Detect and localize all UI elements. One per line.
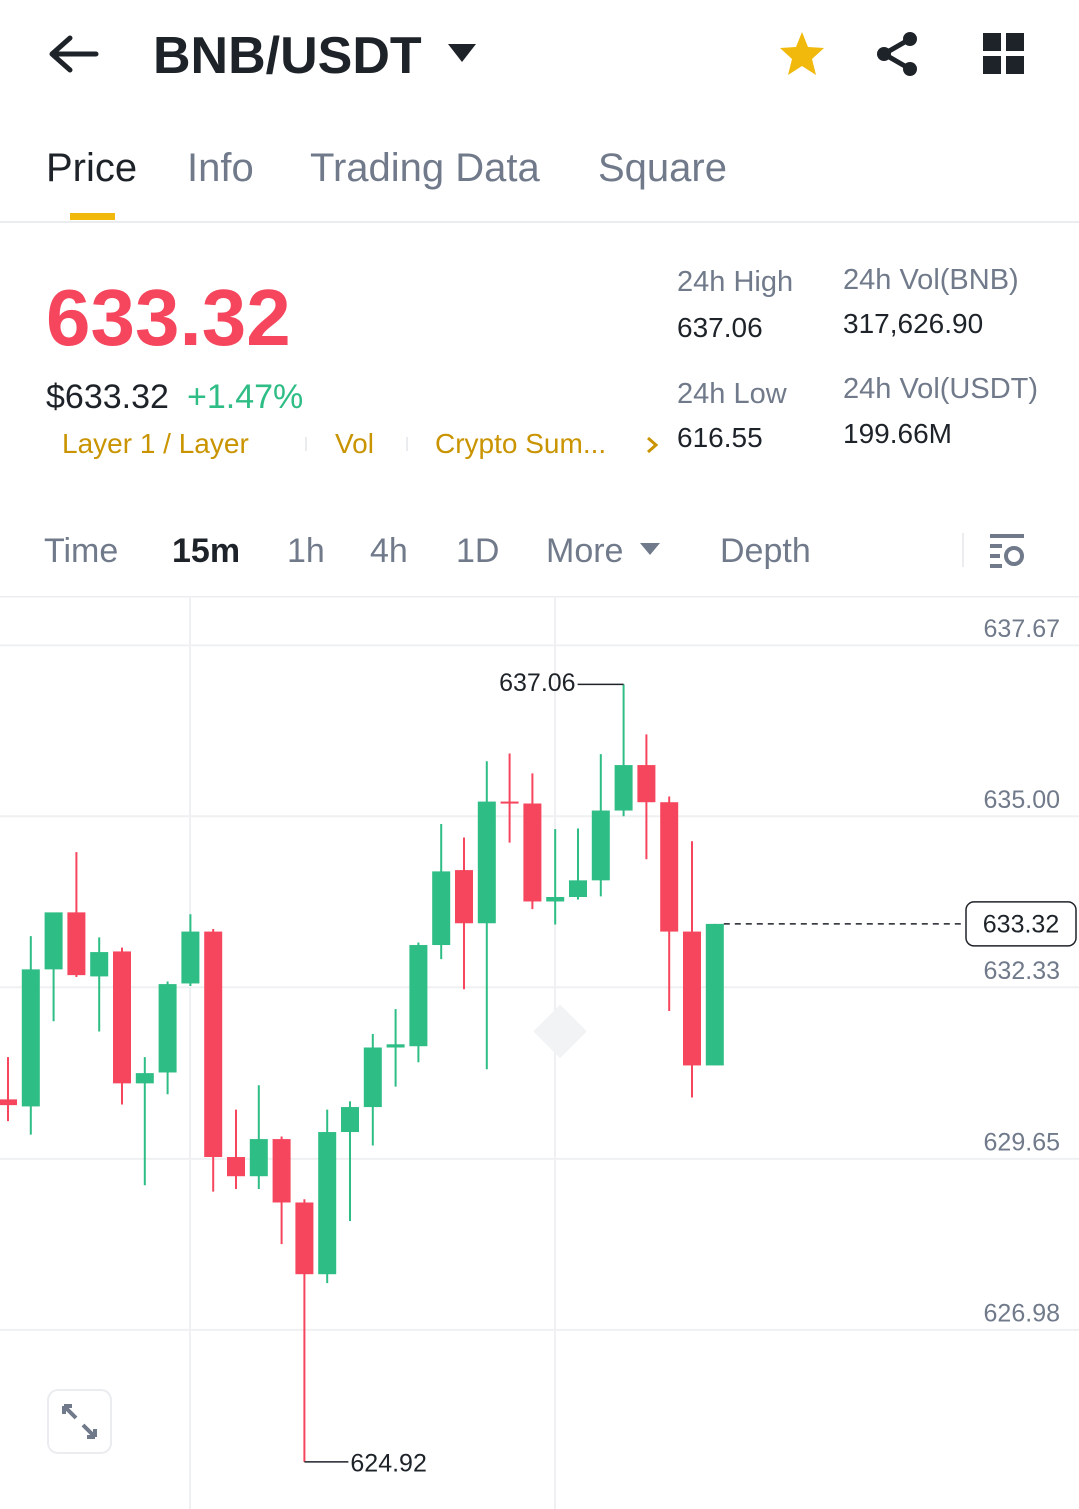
candle-body	[227, 1157, 245, 1177]
interval[interactable]: Depth	[720, 532, 811, 570]
back-icon[interactable]	[48, 34, 100, 74]
candle-body	[637, 765, 656, 803]
tab-indicator	[70, 213, 115, 220]
candlestick-chart: ◆ 637.67 635.00 632.33 629.65 626.98 637.06 62…	[0, 596, 1079, 1509]
candle-body	[683, 931, 701, 1066]
last-price-badge	[965, 901, 1077, 947]
divider	[0, 221, 1079, 223]
stat-value: 637.06	[677, 312, 763, 343]
share-icon[interactable]	[874, 30, 922, 78]
candle-body	[0, 1099, 17, 1106]
candle-body	[455, 870, 473, 924]
y-tick-label: 637.67	[984, 615, 1060, 643]
candle-body	[546, 897, 565, 902]
separator	[406, 437, 408, 451]
expand-icon	[62, 1404, 97, 1439]
candle-body	[44, 912, 63, 970]
candle-body	[705, 923, 724, 1066]
separator	[962, 533, 964, 567]
candle-body	[204, 931, 223, 1158]
candle-body	[500, 801, 519, 804]
high-annotation: 637.06	[499, 669, 575, 697]
candle-body	[363, 1047, 382, 1108]
price-change: +1.47%	[187, 378, 304, 416]
fiat-price: $633.32	[46, 378, 169, 416]
last-price: 633.32	[46, 273, 291, 362]
dropdown-icon[interactable]	[446, 42, 478, 64]
stat-label: 24h Low	[677, 378, 787, 410]
tag[interactable]: Layer 1 / Layer	[62, 428, 249, 459]
candle-body	[21, 969, 40, 1107]
candle-body	[113, 951, 131, 1084]
candle-body	[523, 803, 542, 902]
interval[interactable]: 1D	[456, 532, 500, 570]
stat-label: 24h High	[677, 266, 794, 298]
tab[interactable]: Info	[187, 146, 254, 190]
low-annotation: 624.92	[350, 1449, 426, 1477]
stat-label: 24h Vol(USDT)	[843, 373, 1039, 405]
stat-value: 317,626.90	[843, 308, 984, 339]
more-dropdown-icon[interactable]	[640, 542, 660, 556]
candle-body	[591, 810, 610, 881]
stat-label: 24h Vol(BNB)	[843, 264, 1019, 296]
y-tick-label: 632.33	[984, 957, 1060, 985]
candle-body	[181, 931, 200, 984]
expand-button[interactable]	[47, 1389, 112, 1454]
interval[interactable]: 1h	[287, 532, 325, 570]
candle-body	[477, 801, 496, 924]
watermark: ◆	[533, 986, 587, 1064]
tag[interactable]: Crypto Sum...	[435, 428, 607, 459]
candle-body	[272, 1139, 291, 1203]
pair-title[interactable]: BNB/USDT	[153, 27, 422, 85]
tab[interactable]: Square	[598, 146, 727, 190]
y-tick-label: 629.65	[984, 1129, 1060, 1157]
last-price-label: 633.32	[983, 911, 1059, 939]
candle-body	[432, 871, 451, 946]
candle-body	[614, 765, 633, 811]
separator	[305, 437, 307, 451]
candle-body	[295, 1202, 314, 1275]
candle-body	[249, 1139, 268, 1177]
interval[interactable]: Time	[44, 532, 119, 570]
stat-value: 199.66M	[843, 418, 952, 449]
candle-body	[341, 1107, 359, 1133]
favorite-icon[interactable]	[778, 30, 826, 78]
candle-body	[409, 945, 428, 1047]
y-tick-label: 626.98	[984, 1300, 1060, 1328]
interval[interactable]: More	[546, 532, 624, 570]
grid-icon[interactable]	[983, 33, 1025, 75]
interval[interactable]: 15m	[172, 532, 241, 570]
candle-body	[660, 802, 679, 932]
tab[interactable]: Price	[46, 146, 138, 190]
tag[interactable]: Vol	[335, 428, 374, 459]
candle-body	[90, 952, 109, 977]
candle-body	[67, 912, 86, 976]
chart-settings-icon[interactable]	[988, 532, 1028, 570]
tab[interactable]: Trading Data	[310, 146, 540, 190]
candle-body	[318, 1132, 337, 1275]
stat-value: 616.55	[677, 422, 763, 453]
y-tick-label: 635.00	[984, 786, 1060, 814]
candle-body	[386, 1044, 405, 1048]
candle-body	[158, 984, 177, 1073]
interval[interactable]: 4h	[370, 532, 408, 570]
candle-body	[135, 1073, 154, 1084]
candle-body	[569, 880, 587, 897]
more-tags-icon[interactable]	[644, 434, 660, 456]
